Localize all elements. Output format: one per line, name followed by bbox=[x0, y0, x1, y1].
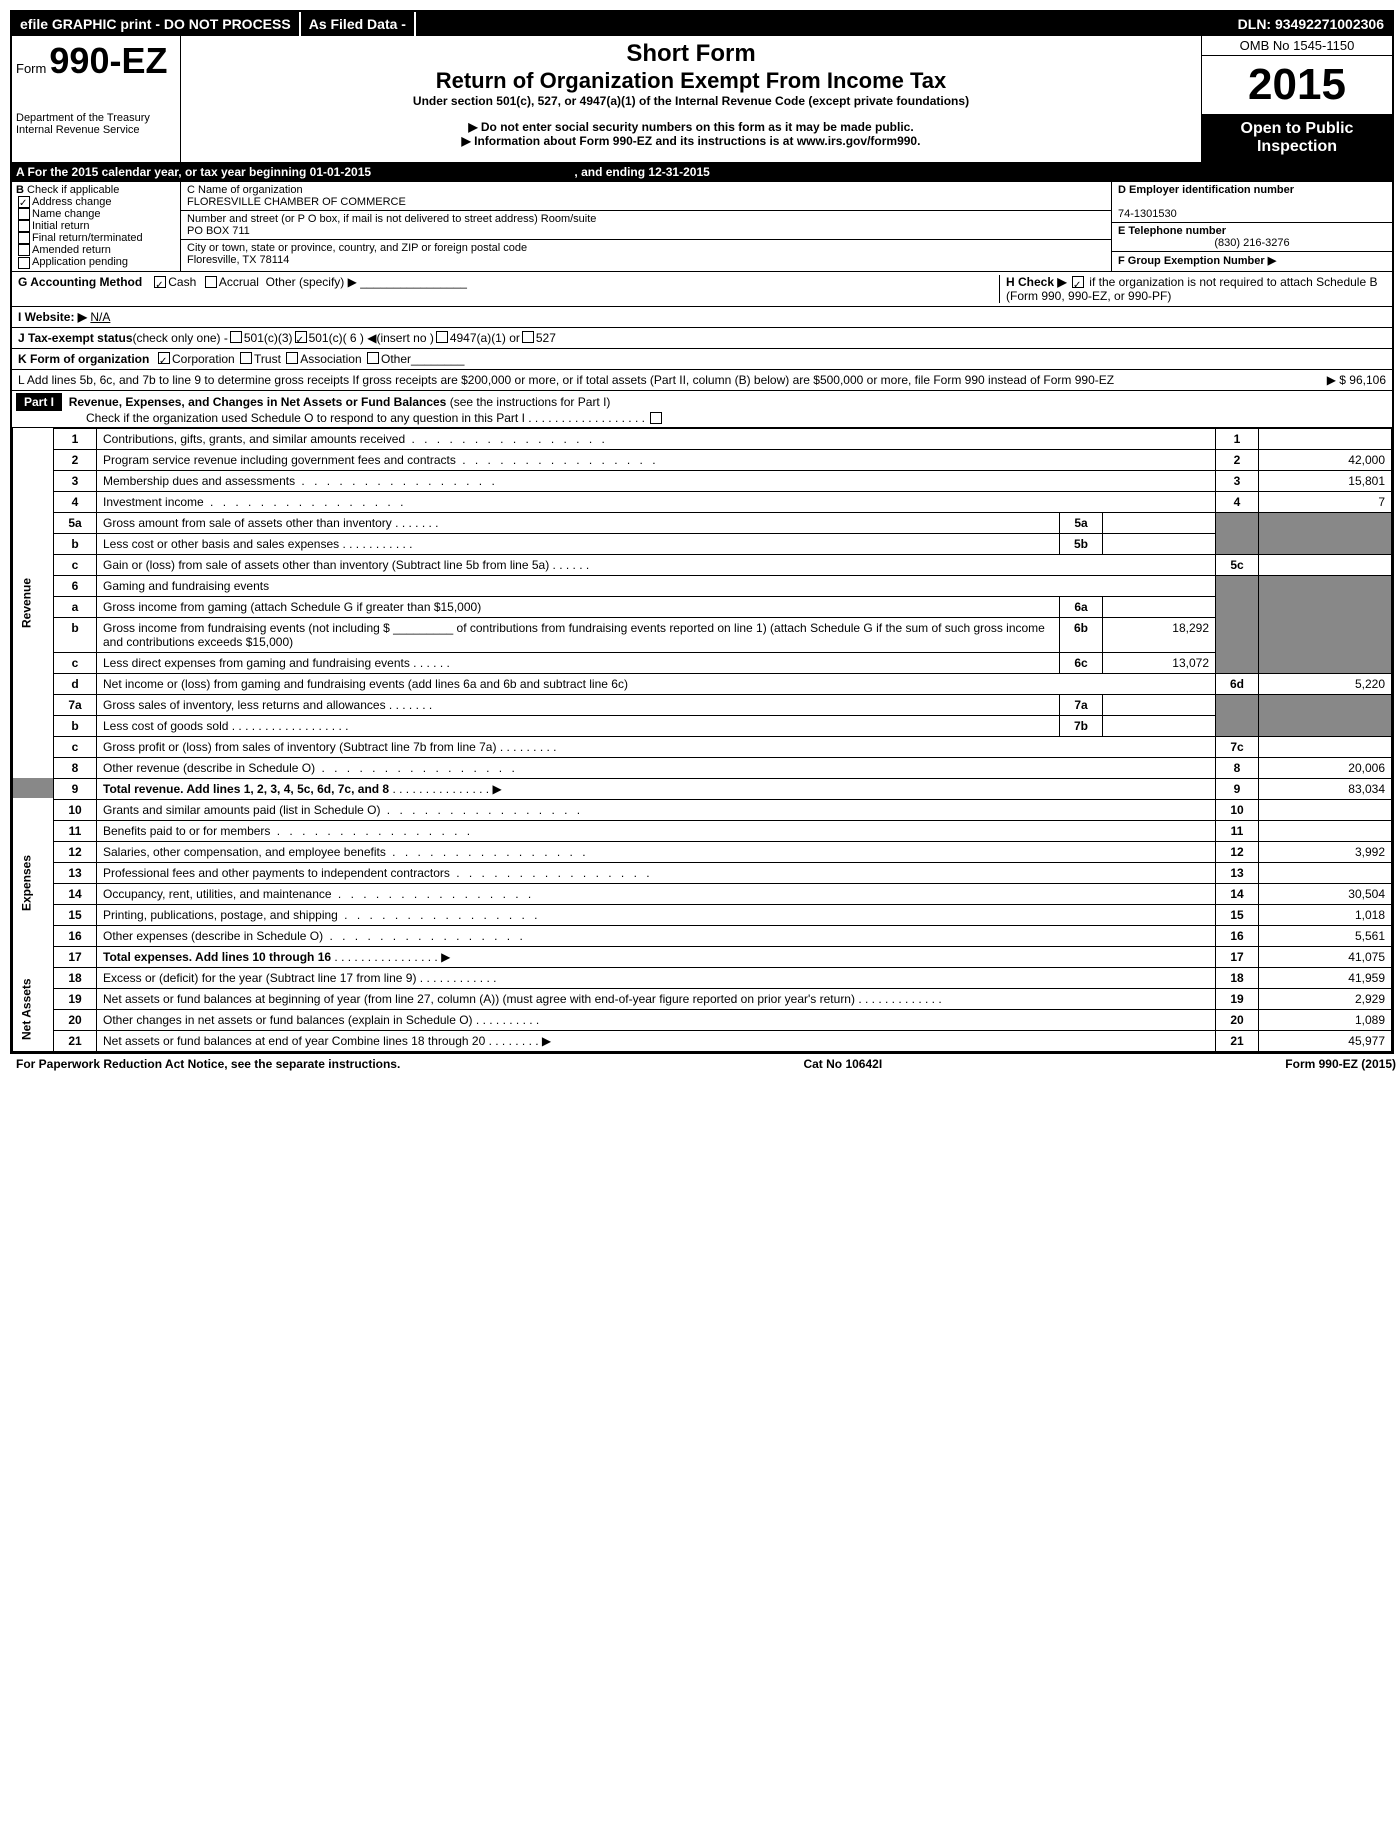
form-number: 990-EZ bbox=[49, 40, 167, 81]
checkbox-schedule-b[interactable] bbox=[1072, 276, 1084, 288]
row-l: L Add lines 5b, 6c, and 7b to line 9 to … bbox=[12, 370, 1392, 391]
row-i: I Website: ▶ N/A bbox=[12, 307, 1392, 328]
val-20: 1,089 bbox=[1259, 1009, 1392, 1030]
checkbox-app-pending[interactable] bbox=[18, 257, 30, 269]
val-15: 1,018 bbox=[1259, 904, 1392, 925]
checkbox-accrual[interactable] bbox=[205, 276, 217, 288]
gross-receipts: ▶ $ 96,106 bbox=[1246, 373, 1386, 387]
lines-table: Revenue 1Contributions, gifts, grants, a… bbox=[12, 428, 1392, 1052]
checkbox-final[interactable] bbox=[18, 232, 30, 244]
netassets-label: Net Assets bbox=[13, 967, 54, 1051]
val-6b: 18,292 bbox=[1103, 617, 1216, 652]
short-form-title: Short Form bbox=[185, 40, 1197, 68]
val-18: 41,959 bbox=[1259, 967, 1392, 988]
efile-label: efile GRAPHIC print - DO NOT PROCESS bbox=[12, 12, 301, 36]
org-street: PO BOX 711 bbox=[187, 225, 250, 237]
val-12: 3,992 bbox=[1259, 841, 1392, 862]
header-row: Form 990-EZ Department of the Treasury I… bbox=[12, 36, 1392, 163]
section-d: D Employer identification number 74-1301… bbox=[1112, 182, 1392, 271]
val-19: 2,929 bbox=[1259, 988, 1392, 1009]
note1: Do not enter social security numbers on … bbox=[468, 120, 913, 134]
val-14: 30,504 bbox=[1259, 883, 1392, 904]
checkbox-4947[interactable] bbox=[436, 331, 448, 343]
open-to-public: Open to Public Inspection bbox=[1202, 114, 1392, 162]
section-b: B Check if applicable Address change Nam… bbox=[12, 182, 181, 271]
checkbox-corp[interactable] bbox=[158, 352, 170, 364]
row-g-h: G Accounting Method Cash Accrual Other (… bbox=[12, 272, 1392, 307]
checkbox-initial[interactable] bbox=[18, 220, 30, 232]
checkbox-501c[interactable] bbox=[295, 331, 307, 343]
section-c: C Name of organization FLORESVILLE CHAMB… bbox=[181, 182, 1112, 271]
val-9: 83,034 bbox=[1259, 778, 1392, 799]
sub-title: Under section 501(c), 527, or 4947(a)(1)… bbox=[185, 94, 1197, 108]
org-city: Floresville, TX 78114 bbox=[187, 254, 289, 266]
val-8: 20,006 bbox=[1259, 757, 1392, 778]
checkbox-trust[interactable] bbox=[240, 352, 252, 364]
org-name: FLORESVILLE CHAMBER OF COMMERCE bbox=[187, 196, 406, 208]
tax-year: 2015 bbox=[1202, 56, 1392, 114]
checkbox-schedule-o[interactable] bbox=[650, 412, 662, 424]
checkbox-amended[interactable] bbox=[18, 244, 30, 256]
row-j: J Tax-exempt status (check only one) - 5… bbox=[12, 328, 1392, 349]
irs-link[interactable]: www.irs.gov/form990 bbox=[797, 134, 917, 148]
top-bar: efile GRAPHIC print - DO NOT PROCESS As … bbox=[12, 12, 1392, 36]
val-6c: 13,072 bbox=[1103, 652, 1216, 673]
val-2: 42,000 bbox=[1259, 449, 1392, 470]
main-title: Return of Organization Exempt From Incom… bbox=[185, 68, 1197, 94]
header-right: OMB No 1545-1150 2015 Open to Public Ins… bbox=[1201, 36, 1392, 162]
checkbox-address-change[interactable] bbox=[18, 196, 30, 208]
expenses-label: Expenses bbox=[13, 799, 54, 967]
revenue-label: Revenue bbox=[13, 428, 54, 778]
row-k: K Form of organization Corporation Trust… bbox=[12, 349, 1392, 370]
omb-number: OMB No 1545-1150 bbox=[1202, 36, 1392, 56]
val-4: 7 bbox=[1259, 491, 1392, 512]
val-3: 15,801 bbox=[1259, 470, 1392, 491]
info-grid: B Check if applicable Address change Nam… bbox=[12, 182, 1392, 272]
paperwork-notice: For Paperwork Reduction Act Notice, see … bbox=[16, 1057, 400, 1071]
form-prefix: Form bbox=[16, 61, 46, 76]
val-17: 41,075 bbox=[1259, 946, 1392, 967]
checkbox-527[interactable] bbox=[522, 331, 534, 343]
ein: 74-1301530 bbox=[1118, 208, 1177, 220]
checkbox-name-change[interactable] bbox=[18, 208, 30, 220]
val-6d: 5,220 bbox=[1259, 673, 1392, 694]
checkbox-501c3[interactable] bbox=[230, 331, 242, 343]
checkbox-cash[interactable] bbox=[154, 276, 166, 288]
checkbox-assoc[interactable] bbox=[286, 352, 298, 364]
form-990ez: efile GRAPHIC print - DO NOT PROCESS As … bbox=[10, 10, 1394, 1054]
cat-no: Cat No 10642I bbox=[400, 1057, 1285, 1071]
val-16: 5,561 bbox=[1259, 925, 1392, 946]
header-left: Form 990-EZ Department of the Treasury I… bbox=[12, 36, 181, 162]
checkbox-other-org[interactable] bbox=[367, 352, 379, 364]
note2: Information about Form 990-EZ and its in… bbox=[462, 134, 794, 148]
dln-label: DLN: 93492271002306 bbox=[1230, 12, 1392, 36]
footer: For Paperwork Reduction Act Notice, see … bbox=[10, 1054, 1400, 1074]
asfiled-label: As Filed Data - bbox=[301, 12, 416, 36]
val-21: 45,977 bbox=[1259, 1030, 1392, 1051]
form-ref: Form 990-EZ (2015) bbox=[1285, 1057, 1396, 1071]
website: N/A bbox=[90, 310, 110, 324]
dept-irs: Internal Revenue Service bbox=[16, 124, 176, 136]
header-center: Short Form Return of Organization Exempt… bbox=[181, 36, 1201, 162]
dept-treasury: Department of the Treasury bbox=[16, 112, 176, 124]
row-a: A For the 2015 calendar year, or tax yea… bbox=[12, 163, 1392, 182]
part1-header: Part I Revenue, Expenses, and Changes in… bbox=[12, 391, 1392, 428]
phone: (830) 216-3276 bbox=[1118, 237, 1386, 249]
